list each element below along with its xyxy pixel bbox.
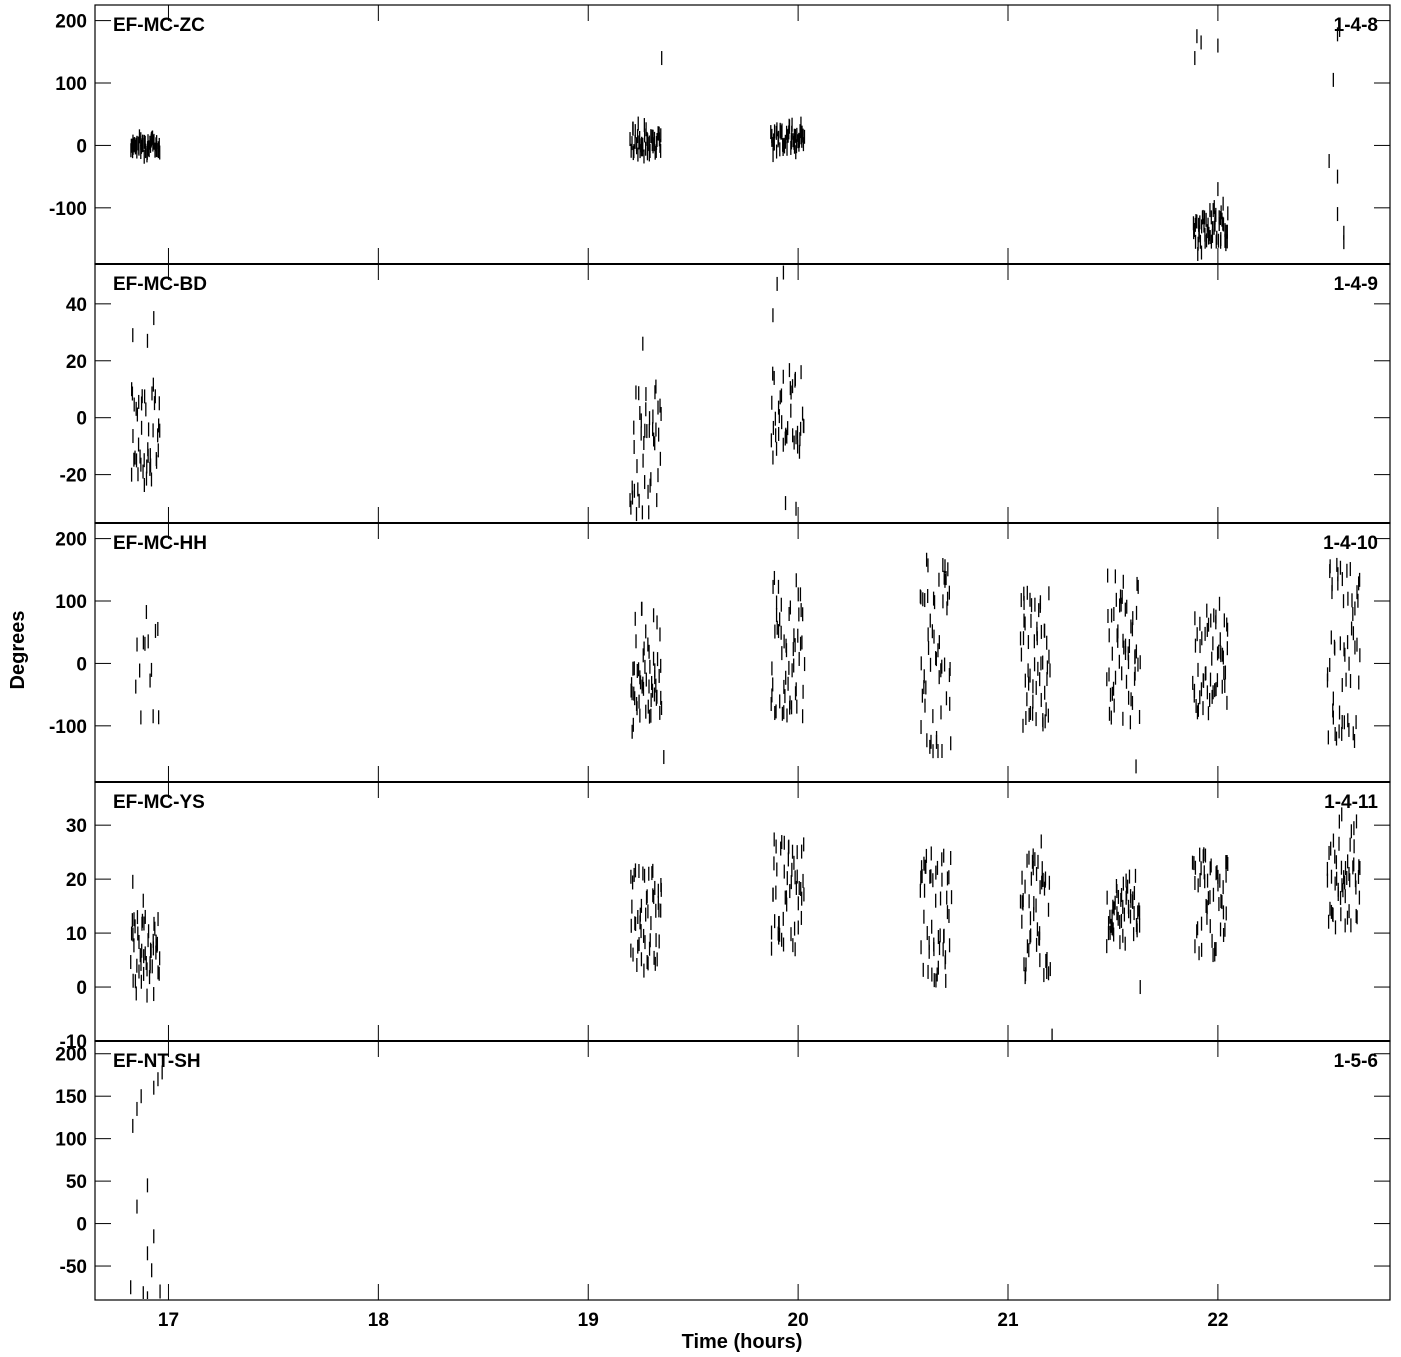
y-tick-label: 0: [76, 654, 87, 675]
panel-frame: [94, 1040, 1391, 1301]
x-tick-label: 22: [1207, 1310, 1228, 1331]
y-tick-label: 200: [55, 1045, 87, 1066]
x-tick-label: 21: [997, 1310, 1019, 1331]
x-tick-label: 20: [788, 1310, 809, 1331]
y-tick-label: 0: [76, 409, 87, 430]
panel-1-5-6: 200 150 100 50 0 -50 EF-NT-SH 1-5-6: [55, 1040, 1391, 1301]
panel-frame: [94, 781, 1391, 1042]
panel-frame: [94, 263, 1391, 524]
panel-1-4-10: 200 100 0 -100 EF-MC-HH 1-4-10: [49, 522, 1391, 783]
x-tick-label: 19: [578, 1310, 599, 1331]
y-tick-label: 200: [55, 530, 87, 551]
y-tick-label: 40: [66, 295, 87, 316]
x-tick-label: 17: [158, 1310, 179, 1331]
y-tick-label: -20: [60, 466, 87, 487]
panel-id-label: 1-4-8: [1334, 15, 1378, 36]
y-tick-label: 0: [76, 978, 87, 999]
y-tick-label: 20: [66, 870, 87, 891]
y-tick-label: 20: [66, 352, 87, 373]
x-axis-label: Time (hours): [682, 1331, 803, 1353]
y-tick-label: 200: [55, 12, 87, 33]
y-tick-label: 10: [66, 924, 87, 945]
panel-baseline-label: EF-MC-BD: [113, 274, 207, 295]
y-tick-label: 100: [55, 74, 87, 95]
y-tick-label: 150: [55, 1087, 87, 1108]
panel-baseline-label: EF-NT-SH: [113, 1051, 201, 1072]
panel-id-label: 1-4-9: [1334, 274, 1378, 295]
panel-id-label: 1-5-6: [1334, 1051, 1378, 1072]
panel-1-4-8: 200 100 0 -100 EF-MC-ZC 1-4-8: [49, 4, 1391, 265]
y-tick-label: 30: [66, 816, 87, 837]
y-tick-label: 0: [76, 136, 87, 157]
panel-baseline-label: EF-MC-ZC: [113, 15, 205, 36]
panel-1-4-11: 30 20 10 0 -10 EF-MC-YS 1-4-11: [60, 781, 1391, 1053]
y-tick-label: -100: [49, 199, 87, 220]
y-tick-label: 100: [55, 1130, 87, 1151]
panel-baseline-label: EF-MC-HH: [113, 533, 207, 554]
y-tick-label: 0: [76, 1215, 87, 1236]
panel-id-label: 1-4-11: [1324, 792, 1378, 813]
y-tick-label: -10: [60, 1032, 87, 1053]
x-tick-label: 18: [368, 1310, 389, 1331]
y-tick-label: 50: [66, 1172, 87, 1193]
y-tick-label: -100: [49, 717, 87, 738]
y-tick-label: -50: [60, 1257, 87, 1278]
panel-id-label: 1-4-10: [1323, 533, 1378, 554]
y-tick-label: 100: [55, 592, 87, 613]
y-axis-label: Degrees: [7, 611, 29, 690]
panel-1-4-9: 40 20 0 -20 EF-MC-BD 1-4-9: [60, 263, 1391, 524]
panel-baseline-label: EF-MC-YS: [113, 792, 205, 813]
